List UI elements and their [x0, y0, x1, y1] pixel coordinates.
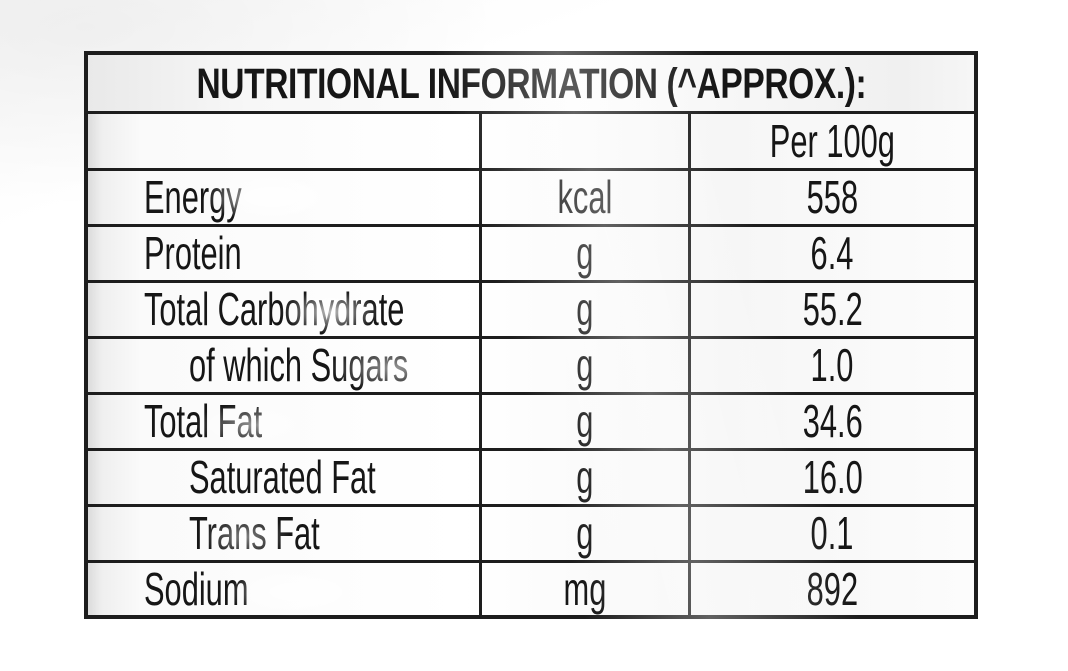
nutrient-label: Energy — [144, 171, 242, 223]
header-cell-blank-1 — [84, 110, 482, 171]
nutrient-value: 892 — [806, 562, 859, 615]
nutrition-table: NUTRITIONAL INFORMATION (^APPROX.): Per … — [84, 51, 978, 619]
nutrient-unit: g — [576, 451, 594, 503]
nutrient-unit: g — [576, 283, 594, 335]
nutrition-panel: NUTRITIONAL INFORMATION (^APPROX.): Per … — [84, 51, 978, 619]
nutrient-value: 55.2 — [802, 283, 863, 335]
row-total-fat: Total Fat g 34.6 — [84, 391, 978, 451]
nutrient-label: Total Carbohydrate — [144, 283, 405, 335]
nutrient-unit: mg — [563, 562, 607, 615]
nutrient-unit: g — [576, 507, 594, 559]
header-cell-per-100g: Per 100g — [687, 110, 978, 171]
nutrient-label: Protein — [144, 227, 242, 279]
nutrient-unit: g — [576, 395, 594, 447]
nutrient-label: Saturated Fat — [189, 451, 376, 503]
nutrient-value: 34.6 — [802, 395, 863, 447]
nutrient-label: of which Sugars — [189, 339, 409, 391]
nutrient-label: Sodium — [144, 562, 249, 615]
nutrient-label: Trans Fat — [189, 507, 320, 559]
header-cell-blank-2 — [478, 110, 691, 171]
row-saturated-fat: Saturated Fat g 16.0 — [84, 447, 978, 507]
nutrient-unit: kcal — [557, 171, 613, 223]
nutrient-value: 1.0 — [811, 339, 854, 391]
per-100g-header: Per 100g — [769, 114, 895, 167]
row-total-carbohydrate: Total Carbohydrate g 55.2 — [84, 279, 978, 339]
row-protein: Protein g 6.4 — [84, 223, 978, 283]
nutrient-value: 0.1 — [811, 507, 854, 559]
nutrient-value: 558 — [806, 171, 859, 223]
title-row: NUTRITIONAL INFORMATION (^APPROX.): — [84, 51, 978, 114]
nutrient-unit: g — [576, 339, 594, 391]
panel-title-cell: NUTRITIONAL INFORMATION (^APPROX.): — [84, 51, 978, 114]
panel-title: NUTRITIONAL INFORMATION (^APPROX.): — [196, 60, 866, 109]
header-row: Per 100g — [84, 110, 978, 171]
row-energy: Energy kcal 558 — [84, 167, 978, 227]
nutrient-value: 6.4 — [811, 227, 854, 279]
row-trans-fat: Trans Fat g 0.1 — [84, 503, 978, 563]
row-of-which-sugars: of which Sugars g 1.0 — [84, 335, 978, 395]
nutrient-unit: g — [576, 227, 594, 279]
nutrient-value: 16.0 — [802, 451, 863, 503]
nutrient-label: Total Fat — [144, 395, 263, 447]
row-sodium: Sodium mg 892 — [84, 559, 978, 619]
nutrition-table-body: NUTRITIONAL INFORMATION (^APPROX.): Per … — [84, 51, 978, 619]
